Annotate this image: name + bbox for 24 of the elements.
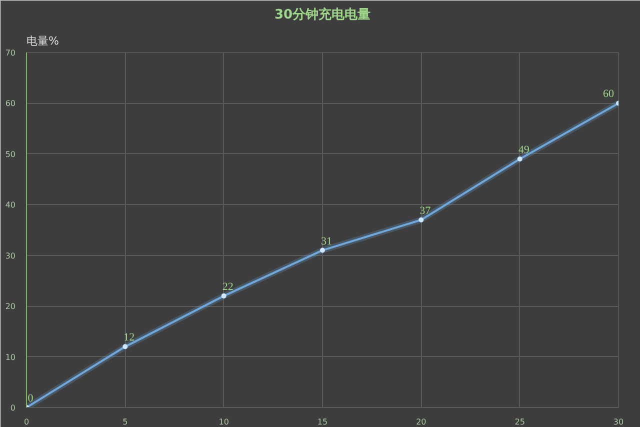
data-label: 22 [222, 280, 234, 293]
data-label: 0 [28, 392, 34, 404]
x-tick-label: 20 [416, 418, 426, 426]
data-label: 49 [518, 144, 530, 156]
y-tick-label: 70 [5, 48, 16, 58]
data-label: 31 [321, 235, 332, 248]
data-label: 60 [603, 88, 614, 100]
x-tick-label: 0 [24, 418, 30, 426]
y-tick-label: 50 [5, 150, 16, 159]
data-label: 37 [420, 204, 432, 217]
y-tick-label: 20 [5, 302, 16, 312]
y-axis-title: 电量% [26, 34, 59, 48]
x-tick-label: 30 [613, 418, 624, 426]
x-tick-label: 5 [122, 418, 128, 426]
y-tick-label: 40 [5, 200, 16, 210]
y-tick-label: 10 [5, 352, 16, 362]
x-tick-label: 10 [218, 418, 229, 426]
x-tick-label: 15 [317, 418, 328, 426]
chart-title: 30分钟充电电量 [274, 6, 371, 22]
y-tick-label: 60 [5, 99, 16, 108]
x-tick-label: 25 [514, 418, 525, 426]
data-label: 12 [124, 332, 135, 344]
y-tick-label: 0 [10, 404, 16, 412]
y-tick-label: 30 [5, 251, 16, 260]
